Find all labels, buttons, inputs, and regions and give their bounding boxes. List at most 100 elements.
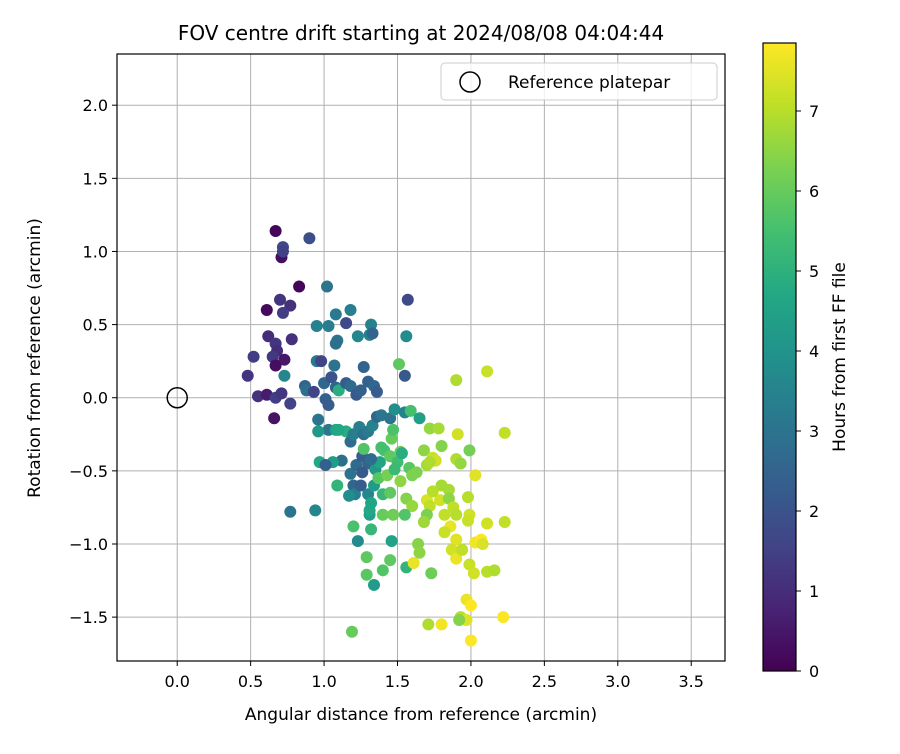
colorbar-gradient <box>762 42 797 672</box>
data-point <box>401 293 414 306</box>
data-point <box>345 625 358 638</box>
data-point <box>357 442 370 455</box>
data-point <box>284 299 297 312</box>
data-point <box>384 554 397 567</box>
data-point <box>331 479 344 492</box>
x-tick-label: 2.0 <box>458 672 483 691</box>
data-point <box>435 618 448 631</box>
colorbar-tick-label: 6 <box>809 182 819 201</box>
y-tick-label: 1.5 <box>83 169 108 188</box>
colorbar: 0 1 2 3 4 5 6 7 Hours from first FF file <box>762 42 850 681</box>
colorbar-ticks: 0 1 2 3 4 5 6 7 <box>796 102 819 681</box>
y-tick-label: 0.5 <box>83 316 108 335</box>
data-point <box>422 618 435 631</box>
data-point <box>385 535 398 548</box>
data-point <box>387 423 400 436</box>
data-point <box>394 475 407 488</box>
data-point <box>461 514 474 527</box>
data-point <box>293 280 306 293</box>
data-point <box>269 224 282 237</box>
data-point <box>451 428 464 441</box>
data-point <box>276 245 289 258</box>
data-point <box>388 463 401 476</box>
data-point <box>413 412 426 425</box>
data-point <box>435 479 448 492</box>
data-point <box>278 353 291 366</box>
data-point <box>423 456 436 469</box>
y-tick-label: −1.0 <box>69 535 108 554</box>
data-point <box>360 568 373 581</box>
data-point <box>450 533 463 546</box>
data-point <box>322 320 335 333</box>
data-point <box>284 397 297 410</box>
x-tick-label: 1.0 <box>311 672 336 691</box>
data-point <box>241 369 254 382</box>
data-point <box>450 508 463 521</box>
data-point <box>476 537 489 550</box>
data-point <box>438 526 451 539</box>
data-point <box>322 399 335 412</box>
data-point <box>344 380 357 393</box>
data-point <box>435 439 448 452</box>
data-point <box>347 520 360 533</box>
data-point <box>329 308 342 321</box>
data-point <box>406 499 419 512</box>
data-point <box>268 412 281 425</box>
data-point <box>498 516 511 529</box>
data-point <box>438 508 451 521</box>
data-point <box>392 358 405 371</box>
y-axis-ticks: 2.0 1.5 1.0 0.5 0.0 −0.5 −1.0 −1.5 <box>69 96 117 627</box>
data-point <box>340 317 353 330</box>
data-point <box>344 303 357 316</box>
data-point <box>464 634 477 647</box>
data-point <box>498 426 511 439</box>
data-point <box>307 385 320 398</box>
x-tick-label: 3.5 <box>678 672 703 691</box>
data-point <box>450 374 463 387</box>
colorbar-tick-label: 5 <box>809 262 819 281</box>
data-point <box>356 466 369 479</box>
data-point <box>351 535 364 548</box>
data-point <box>310 320 323 333</box>
data-point <box>247 350 260 363</box>
scatter-points <box>241 224 511 647</box>
x-tick-label: 3.0 <box>605 672 630 691</box>
data-point <box>432 422 445 435</box>
data-point <box>453 614 466 627</box>
data-point <box>413 546 426 559</box>
data-point <box>332 384 345 397</box>
data-point <box>425 567 438 580</box>
data-point <box>284 505 297 518</box>
colorbar-tick-label: 4 <box>809 342 819 361</box>
data-point <box>360 551 373 564</box>
data-point <box>315 355 328 368</box>
data-point <box>365 497 378 510</box>
legend-label: Reference platepar <box>508 73 670 93</box>
data-point <box>434 494 447 507</box>
data-point <box>312 413 325 426</box>
y-tick-label: 1.0 <box>83 242 108 261</box>
data-point <box>423 422 436 435</box>
x-axis-ticks: 0.0 0.5 1.0 1.5 2.0 2.5 3.0 3.5 <box>164 661 704 691</box>
data-point <box>469 469 482 482</box>
data-point <box>278 369 291 382</box>
data-point <box>329 337 342 350</box>
x-tick-label: 1.5 <box>385 672 410 691</box>
colorbar-label: Hours from first FF file <box>830 262 850 452</box>
data-point <box>357 361 370 374</box>
x-tick-label: 0.0 <box>164 672 189 691</box>
data-point <box>375 441 388 454</box>
data-point <box>398 508 411 521</box>
legend-box <box>440 62 718 101</box>
data-point <box>251 390 264 403</box>
data-point <box>388 403 401 416</box>
data-point <box>312 425 325 438</box>
data-point <box>497 611 510 624</box>
data-point <box>395 447 408 460</box>
data-point <box>426 485 439 498</box>
data-point <box>332 423 345 436</box>
data-point <box>365 453 378 466</box>
data-point <box>319 459 332 472</box>
data-point <box>269 359 282 372</box>
